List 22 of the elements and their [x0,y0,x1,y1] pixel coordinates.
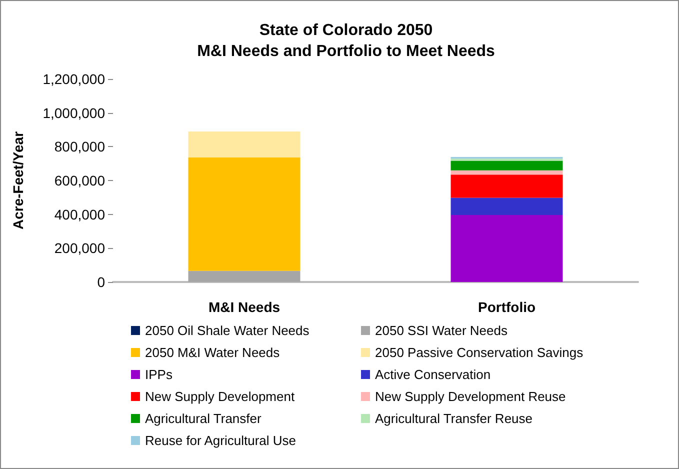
y-tick-label: 800,000 [54,138,106,155]
y-tick-label: 1,000,000 [42,104,106,121]
legend-label: IPPs [145,367,173,382]
x-tick-label: M&I Needs [208,299,280,315]
legend-label: 2050 SSI Water Needs [375,323,508,338]
x-tick-label: Portfolio [478,299,536,315]
legend-label: New Supply Development [145,389,295,404]
legend-label: Agricultural Transfer Reuse [375,411,533,426]
y-tick-label: 0 [97,274,106,290]
legend-label: 2050 Oil Shale Water Needs [145,323,310,338]
legend-label: 2050 Passive Conservation Savings [375,345,584,360]
y-tick-label: 1,200,000 [42,71,106,87]
legend-label: 2050 M&I Water Needs [145,345,280,360]
chart-title: State of Colorado 2050 M&I Needs and Portfolio to Meet Needs [197,22,496,60]
legend-label: New Supply Development Reuse [375,389,566,404]
y-tick-label: 400,000 [54,206,106,222]
legend-label: Agricultural Transfer [145,411,262,426]
y-tick-label: 200,000 [54,240,106,256]
y-tick-label: 600,000 [54,172,106,188]
legend-label: Active Conservation [375,367,491,382]
y-axis-title: Acre-Feet/Year [10,130,26,230]
legend-label: Reuse for Agricultural Use [145,433,296,448]
